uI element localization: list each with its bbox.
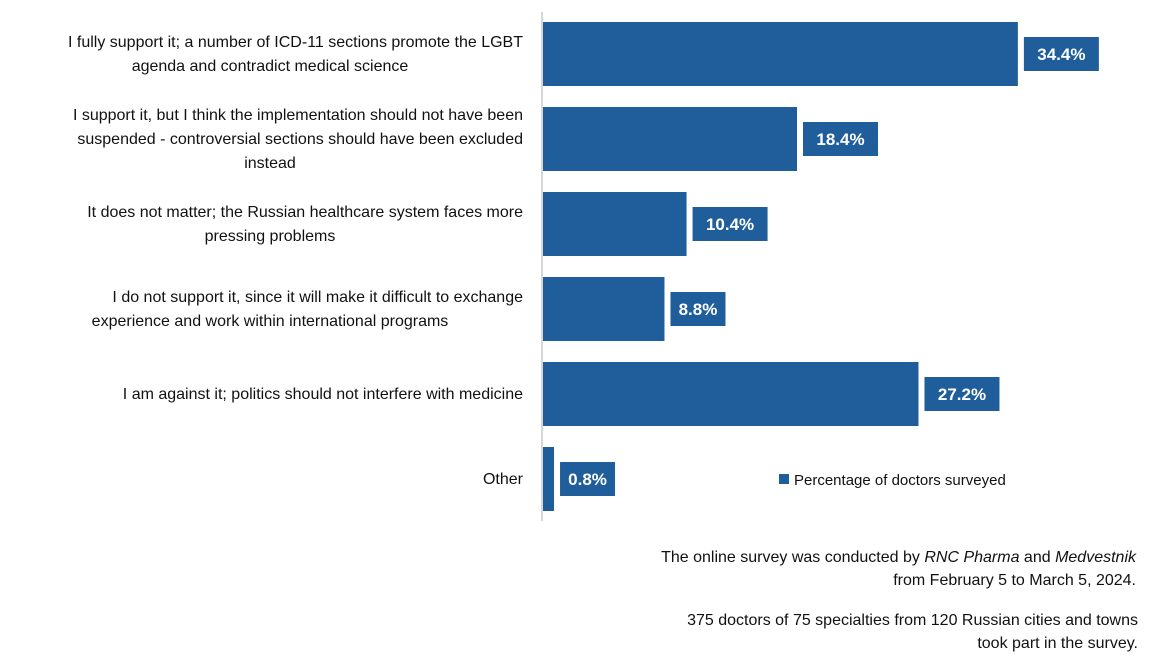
- data-label: 10.4%: [706, 215, 754, 234]
- data-label: 8.8%: [679, 300, 718, 319]
- survey-source-org2: Medvestnik: [1055, 549, 1136, 566]
- category-label: instead: [244, 155, 296, 172]
- bar: [543, 107, 797, 171]
- survey-sample-note: 375 doctors of 75 specialties from 120 R…: [687, 609, 1138, 655]
- category-label: experience and work within international…: [92, 313, 449, 330]
- category-label: It does not matter; the Russian healthca…: [87, 204, 523, 221]
- value-labels-group: 34.4% 18.4% 10.4% 8.8% 27.2% 0.8%: [560, 37, 1099, 496]
- legend: Percentage of doctors surveyed: [779, 472, 1006, 489]
- data-label-box: [1023, 37, 1099, 71]
- survey-sample-line-2: took part in the survey.: [977, 635, 1138, 652]
- bar: [543, 362, 919, 426]
- category-labels-group: I fully support it; a number of ICD-11 s…: [68, 34, 524, 488]
- survey-source-line-1: The online survey was conducted by RNC P…: [661, 546, 1136, 569]
- data-label: 34.4%: [1037, 45, 1085, 64]
- survey-source-note: The online survey was conducted by RNC P…: [661, 546, 1136, 592]
- category-label: I do not support it, since it will make …: [112, 289, 523, 306]
- category-label: Other: [483, 471, 524, 488]
- data-label-box: [803, 122, 878, 156]
- legend-swatch: [779, 474, 789, 484]
- category-label: suspended - controversial sections shoul…: [77, 131, 523, 148]
- data-label-box: [560, 462, 616, 496]
- data-label: 27.2%: [938, 385, 986, 404]
- survey-source-org1: RNC Pharma: [924, 549, 1020, 566]
- data-label: 0.8%: [568, 470, 607, 489]
- data-label-box: [670, 292, 726, 326]
- category-label: pressing problems: [205, 228, 336, 245]
- survey-source-prefix: The online survey was conducted by: [661, 549, 925, 566]
- bars-group: [543, 22, 1018, 511]
- category-label: I fully support it; a number of ICD-11 s…: [68, 34, 523, 51]
- bar: [543, 277, 665, 341]
- data-label: 18.4%: [816, 130, 864, 149]
- survey-dates: from February 5 to March 5, 2024.: [893, 572, 1136, 589]
- legend-label: Percentage of doctors surveyed: [794, 472, 1006, 489]
- bar: [543, 22, 1018, 86]
- data-label-box: [924, 377, 1000, 411]
- data-label-box: [692, 207, 768, 241]
- category-label: I am against it; politics should not int…: [123, 386, 523, 403]
- survey-sample-line-1: 375 doctors of 75 specialties from 120 R…: [687, 612, 1138, 629]
- category-label: I support it, but I think the implementa…: [73, 107, 523, 124]
- category-label: agenda and contradict medical science: [132, 58, 409, 75]
- bar: [543, 447, 555, 511]
- bar-chart: 34.4% 18.4% 10.4% 8.8% 27.2% 0.8% I fully sup…: [68, 12, 1099, 521]
- bar: [543, 192, 687, 256]
- survey-source-and: and: [1019, 549, 1056, 566]
